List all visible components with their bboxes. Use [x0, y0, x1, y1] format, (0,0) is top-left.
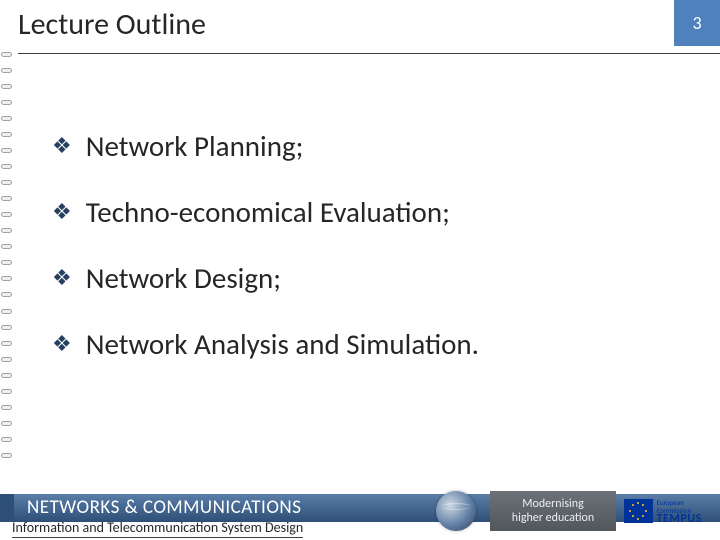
footer: NETWORKS & COMMUNICATIONS Information an… [0, 482, 720, 540]
modernising-line-1: Modernising [490, 497, 616, 511]
binding-ring [1, 389, 12, 394]
binding-ring [1, 68, 12, 73]
binding-ring [1, 228, 12, 233]
binding-ring [1, 244, 12, 249]
page-number: 3 [692, 12, 701, 34]
slide-title: Lecture Outline [18, 6, 720, 43]
bullet-text: Network Planning; [86, 128, 304, 164]
binding-ring [1, 84, 12, 89]
binding-ring [1, 276, 12, 281]
binding-ring [1, 437, 12, 442]
tempus-logo: European Commission TEMPUS [624, 491, 710, 531]
binding-ring [1, 180, 12, 185]
binding-ring [1, 357, 12, 362]
binding-ring [1, 421, 12, 426]
bullet-item: ❖ Network Planning; [52, 128, 660, 164]
tempus-label: TEMPUS [657, 515, 710, 523]
binding-ring [1, 52, 12, 57]
bullet-text: Network Design; [86, 260, 281, 296]
tempus-text: European Commission TEMPUS [657, 499, 710, 523]
bullet-text: Network Analysis and Simulation. [86, 326, 479, 362]
binding-ring [1, 325, 12, 330]
spiral-block [0, 494, 14, 522]
header: Lecture Outline [0, 0, 720, 54]
binding-ring [1, 196, 12, 201]
binding-ring [1, 260, 12, 265]
diamond-bullet-icon: ❖ [52, 260, 72, 296]
title-wrap: Lecture Outline [18, 6, 720, 54]
bullet-item: ❖ Network Analysis and Simulation. [52, 326, 660, 362]
diamond-bullet-icon: ❖ [52, 128, 72, 164]
diamond-bullet-icon: ❖ [52, 194, 72, 230]
binding-ring [1, 100, 12, 105]
binding-ring [1, 309, 12, 314]
bullet-item: ❖ Network Design; [52, 260, 660, 296]
binding-ring [1, 148, 12, 153]
modernising-line-2: higher education [490, 511, 616, 525]
bullet-text: Techno-economical Evaluation; [86, 194, 450, 230]
eu-flag-icon [624, 499, 653, 523]
footer-subtitle: Information and Telecommunication System… [12, 519, 303, 538]
binding-ring [1, 164, 12, 169]
eu-stars-icon [629, 502, 647, 520]
spiral-binding [0, 46, 14, 464]
page-number-box: 3 [674, 0, 720, 46]
modernising-box: Modernising higher education [490, 491, 616, 531]
brand-text: NETWORKS & COMMUNICATIONS [27, 496, 301, 519]
binding-ring [1, 373, 12, 378]
content-area: ❖ Network Planning; ❖ Techno-economical … [0, 54, 720, 362]
binding-ring [1, 292, 12, 297]
binding-ring [1, 453, 12, 458]
binding-ring [1, 341, 12, 346]
diamond-bullet-icon: ❖ [52, 326, 72, 362]
binding-ring [1, 132, 12, 137]
bullet-item: ❖ Techno-economical Evaluation; [52, 194, 660, 230]
binding-ring [1, 212, 12, 217]
binding-ring [1, 405, 12, 410]
slide: Lecture Outline 3 ❖ Netw [0, 0, 720, 540]
globe-icon [436, 491, 476, 531]
binding-ring [1, 116, 12, 121]
